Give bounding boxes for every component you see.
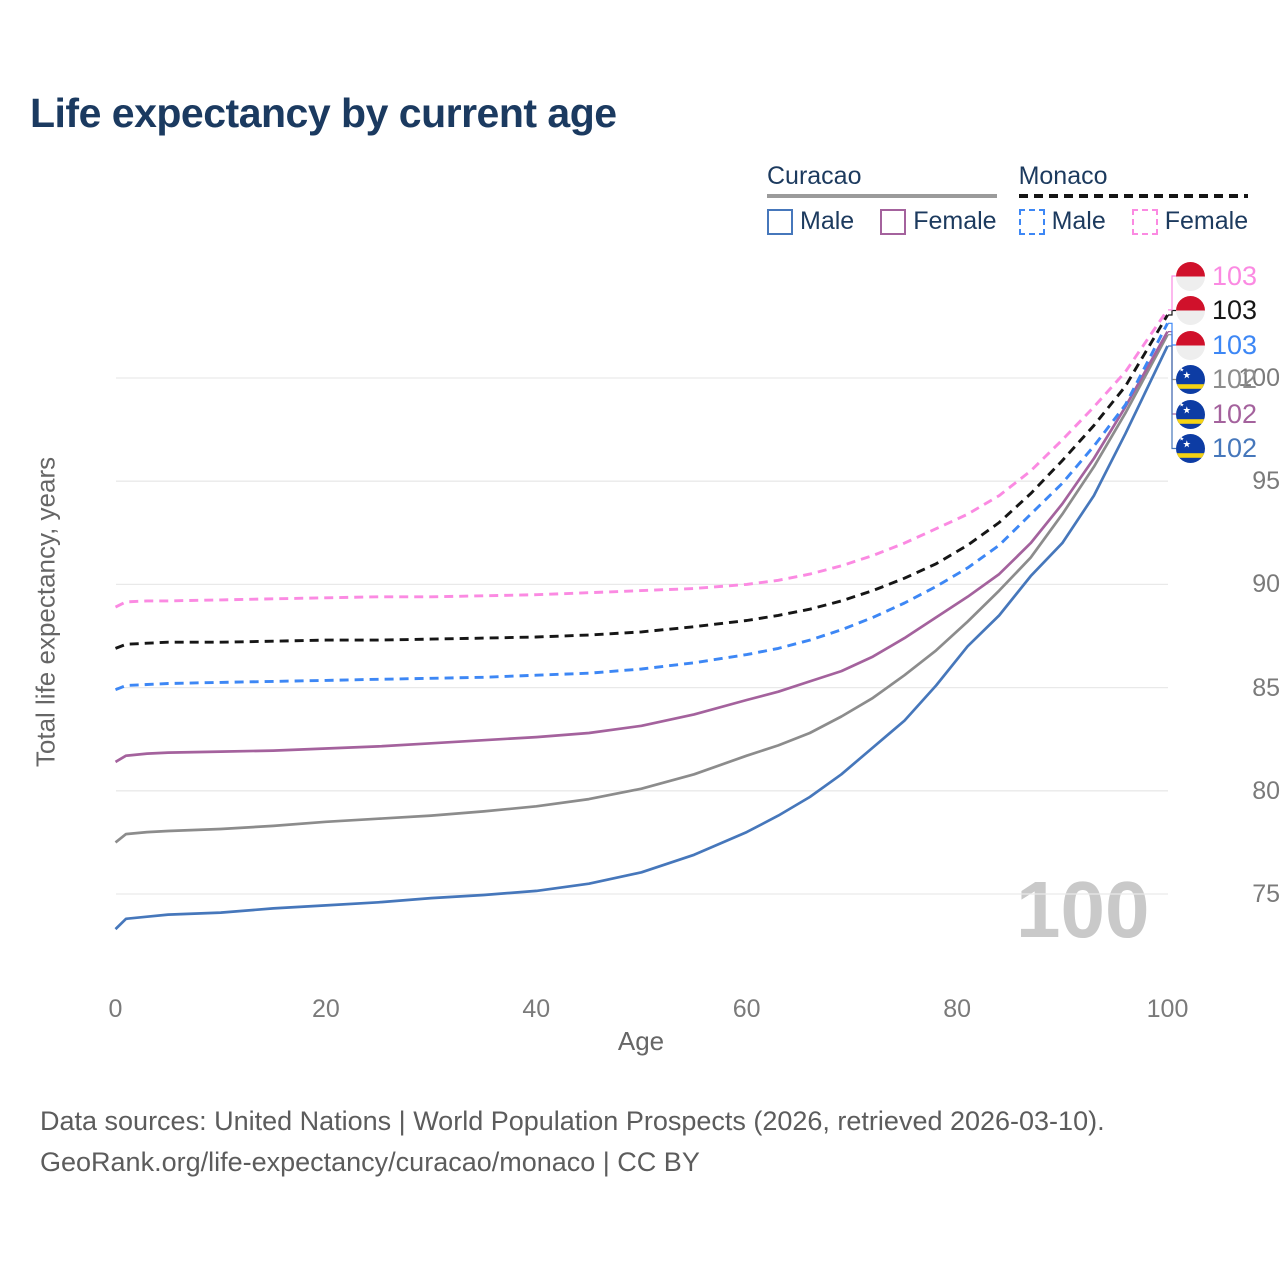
- end-label-row-monaco-male: 103: [1176, 330, 1257, 361]
- end-label-value: 102: [1212, 433, 1258, 463]
- x-tick-40: 40: [522, 995, 551, 1023]
- end-label-row-curacao-both: 102: [1176, 364, 1257, 395]
- end-label-row-curacao-female: 102: [1176, 399, 1257, 430]
- y-tick-100: 100: [1238, 364, 1280, 392]
- footer-sources: Data sources: United Nations | World Pop…: [40, 1106, 1105, 1136]
- end-label-value: 102: [1212, 364, 1258, 394]
- page-title: Life expectancy by current age: [30, 90, 617, 136]
- end-label-value: 103: [1212, 260, 1258, 291]
- flag-curacao-icon: [1176, 399, 1205, 429]
- legend-item-curacao-male[interactable]: Male: [767, 207, 854, 236]
- flag-monaco-icon: [1176, 261, 1205, 291]
- leader-line-monaco-male: [1168, 322, 1176, 346]
- legend-label-monaco-female: Female: [1164, 207, 1249, 235]
- y-tick-80: 80: [1252, 776, 1280, 805]
- legend-underline-curacao: [767, 194, 997, 198]
- y-tick-95: 95: [1252, 467, 1280, 496]
- legend-item-monaco-male[interactable]: Male: [1018, 207, 1106, 236]
- series-line-monaco-both[interactable]: [114, 314, 1169, 650]
- legend-swatch-monaco-male: [1018, 208, 1045, 235]
- series-line-curacao-both[interactable]: [114, 334, 1169, 844]
- x-tick-20: 20: [311, 995, 340, 1023]
- end-label-row-monaco-female: 103: [1176, 261, 1257, 292]
- legend-row-monaco: Male Female: [1018, 207, 1249, 236]
- x-axis-title: Age: [617, 1026, 665, 1056]
- legend-label-monaco-male: Male: [1051, 207, 1106, 235]
- legend-group-title-monaco[interactable]: Monaco: [1018, 162, 1108, 190]
- end-label-value: 103: [1212, 329, 1258, 360]
- flag-monaco-icon: [1176, 296, 1205, 325]
- leader-line-monaco-both: [1168, 309, 1176, 316]
- legend-label-curacao-male: Male: [800, 207, 855, 235]
- legend-row-curacao: Male Female: [767, 207, 997, 236]
- x-tick-80: 80: [943, 995, 971, 1023]
- end-label-value: 102: [1212, 398, 1258, 429]
- y-tick-90: 90: [1252, 570, 1280, 599]
- legend-group-monaco: Monaco Male Female: [1018, 162, 1249, 236]
- series-line-curacao-male[interactable]: [114, 345, 1169, 931]
- legend-swatch-curacao-female: [880, 208, 907, 235]
- x-tick-0: 0: [108, 995, 123, 1023]
- x-tick-100: 100: [1146, 995, 1189, 1023]
- legend-item-monaco-female[interactable]: Female: [1131, 207, 1249, 236]
- legend-swatch-curacao-male: [767, 208, 793, 235]
- x-tick-60: 60: [732, 995, 761, 1023]
- legend-item-curacao-female[interactable]: Female: [880, 207, 997, 236]
- flag-curacao-icon: [1176, 365, 1205, 394]
- flag-monaco-icon: [1176, 330, 1205, 360]
- y-tick-75: 75: [1252, 880, 1280, 908]
- y-tick-85: 85: [1252, 673, 1280, 702]
- flag-curacao-icon: [1176, 434, 1205, 463]
- legend-group-curacao: Curacao Male Female: [767, 162, 997, 236]
- series-line-curacao-female[interactable]: [114, 330, 1169, 764]
- series-line-monaco-female[interactable]: [114, 309, 1169, 609]
- end-label-row-curacao-male: 102: [1176, 433, 1257, 464]
- legend-group-title-curacao[interactable]: Curacao: [767, 162, 862, 190]
- legend-swatch-monaco-female: [1131, 208, 1158, 235]
- end-label-value: 103: [1212, 295, 1258, 325]
- age-watermark: 100: [1016, 865, 1150, 954]
- footer-attribution: GeoRank.org/life-expectancy/curacao/mona…: [40, 1147, 700, 1177]
- leader-line-monaco-female: [1168, 275, 1176, 311]
- series-line-monaco-male[interactable]: [114, 322, 1169, 692]
- leader-line-curacao-male: [1168, 345, 1176, 450]
- chart-legend: Curacao Male Female Monaco Male: [767, 162, 1249, 236]
- end-label-row-monaco-both: 103: [1176, 295, 1257, 326]
- legend-underline-monaco: [1018, 194, 1249, 198]
- legend-label-curacao-female: Female: [913, 207, 997, 235]
